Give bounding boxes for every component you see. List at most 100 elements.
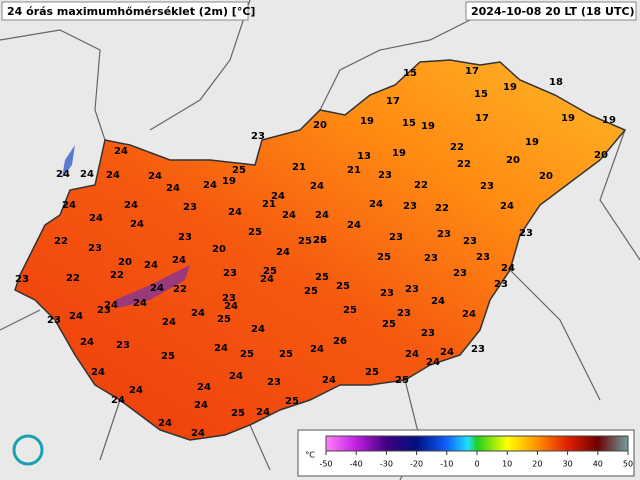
station-value: 25 bbox=[217, 314, 231, 325]
station-value: 24 bbox=[260, 274, 274, 285]
station-value: 19 bbox=[421, 121, 435, 132]
station-value: 25 bbox=[313, 235, 327, 246]
colorbar-tick-label: 0 bbox=[474, 460, 479, 469]
station-value: 24 bbox=[203, 180, 217, 191]
station-value: 25 bbox=[285, 396, 299, 407]
colorbar-tick-label: -20 bbox=[410, 460, 423, 469]
station-value: 22 bbox=[66, 273, 80, 284]
station-value: 24 bbox=[56, 169, 70, 180]
station-value: 23 bbox=[476, 252, 490, 263]
station-value: 21 bbox=[262, 199, 276, 210]
station-value: 23 bbox=[97, 305, 111, 316]
station-value: 24 bbox=[80, 337, 94, 348]
station-value: 22 bbox=[450, 142, 464, 153]
station-value: 23 bbox=[421, 328, 435, 339]
station-value: 24 bbox=[251, 324, 265, 335]
colorbar-ticks: -50 -40 -30 -20 -10 0 10 20 30 40 50 bbox=[319, 451, 633, 469]
station-value: 24 bbox=[69, 311, 83, 322]
station-value: 15 bbox=[474, 89, 488, 100]
station-value: 19 bbox=[602, 115, 616, 126]
station-value: 24 bbox=[172, 255, 186, 266]
lake-ferto bbox=[62, 145, 75, 178]
colorbar-tick-label: 10 bbox=[502, 460, 512, 469]
station-value: 24 bbox=[158, 418, 172, 429]
station-value: 23 bbox=[519, 228, 533, 239]
station-value: 25 bbox=[263, 266, 277, 277]
station-value: 24 bbox=[91, 367, 105, 378]
station-value: 24 bbox=[310, 344, 324, 355]
station-value: 23 bbox=[405, 284, 419, 295]
station-value: 22 bbox=[414, 180, 428, 191]
station-value: 23 bbox=[494, 279, 508, 290]
station-value: 25 bbox=[248, 227, 262, 238]
station-value: 23 bbox=[183, 202, 197, 213]
station-value: 23 bbox=[389, 232, 403, 243]
station-value: 24 bbox=[106, 170, 120, 181]
station-value: 15 bbox=[403, 68, 417, 79]
colorbar-tick-label: -40 bbox=[350, 460, 363, 469]
station-value: 25 bbox=[161, 351, 175, 362]
station-value: 23 bbox=[15, 274, 29, 285]
colorbar-tick-label: 40 bbox=[593, 460, 603, 469]
station-value: 23 bbox=[88, 243, 102, 254]
station-value: 23 bbox=[453, 268, 467, 279]
station-value: 24 bbox=[104, 300, 118, 311]
station-value: 25 bbox=[304, 286, 318, 297]
station-value: 24 bbox=[214, 343, 228, 354]
station-value: 24 bbox=[276, 247, 290, 258]
colorbar-tick-label: 30 bbox=[563, 460, 573, 469]
colorbar-unit: °C bbox=[305, 451, 315, 460]
station-value: 22 bbox=[110, 270, 124, 281]
station-value: 23 bbox=[403, 201, 417, 212]
station-value: 17 bbox=[475, 113, 489, 124]
station-value: 19 bbox=[525, 137, 539, 148]
station-value: 23 bbox=[251, 131, 265, 142]
station-value: 23 bbox=[471, 344, 485, 355]
station-value: 23 bbox=[424, 253, 438, 264]
station-value: 25 bbox=[382, 319, 396, 330]
station-value: 25 bbox=[315, 272, 329, 283]
station-value: 24 bbox=[133, 298, 147, 309]
station-value: 24 bbox=[129, 385, 143, 396]
station-value: 22 bbox=[435, 203, 449, 214]
station-value: 20 bbox=[594, 150, 608, 161]
colorbar bbox=[325, 435, 629, 452]
station-value: 23 bbox=[178, 232, 192, 243]
station-value: 24 bbox=[501, 263, 515, 274]
station-value: 23 bbox=[463, 236, 477, 247]
colorbar-tick-label: -10 bbox=[440, 460, 453, 469]
colorbar-tick-label: -50 bbox=[319, 460, 332, 469]
station-value: 24 bbox=[194, 400, 208, 411]
station-value: 24 bbox=[89, 213, 103, 224]
station-value: 24 bbox=[462, 309, 476, 320]
station-value: 13 bbox=[357, 151, 371, 162]
colorbar-tick-label: 20 bbox=[532, 460, 542, 469]
station-value: 24 bbox=[124, 200, 138, 211]
station-value: 23 bbox=[397, 308, 411, 319]
station-value: 23 bbox=[222, 293, 236, 304]
station-value: 24 bbox=[62, 200, 76, 211]
station-value: 20 bbox=[212, 244, 226, 255]
title-box bbox=[1, 1, 249, 21]
station-value: 25 bbox=[343, 305, 357, 316]
station-value: 20 bbox=[118, 257, 132, 268]
station-value: 24 bbox=[426, 357, 440, 368]
station-value: 24 bbox=[229, 371, 243, 382]
station-value: 25 bbox=[232, 165, 246, 176]
station-value: 24 bbox=[224, 301, 238, 312]
station-value: 24 bbox=[130, 219, 144, 230]
station-value: 23 bbox=[267, 377, 281, 388]
station-value: 24 bbox=[271, 191, 285, 202]
station-value: 24 bbox=[150, 283, 164, 294]
station-value: 23 bbox=[437, 229, 451, 240]
station-value: 24 bbox=[114, 146, 128, 157]
station-value: 24 bbox=[369, 199, 383, 210]
station-value: 24 bbox=[310, 181, 324, 192]
station-value: 24 bbox=[405, 349, 419, 360]
station-value: 24 bbox=[322, 375, 336, 386]
station-value: 19 bbox=[360, 116, 374, 127]
station-value: 21 bbox=[292, 162, 306, 173]
station-value: 23 bbox=[116, 340, 130, 351]
station-value: 24 bbox=[347, 220, 361, 231]
